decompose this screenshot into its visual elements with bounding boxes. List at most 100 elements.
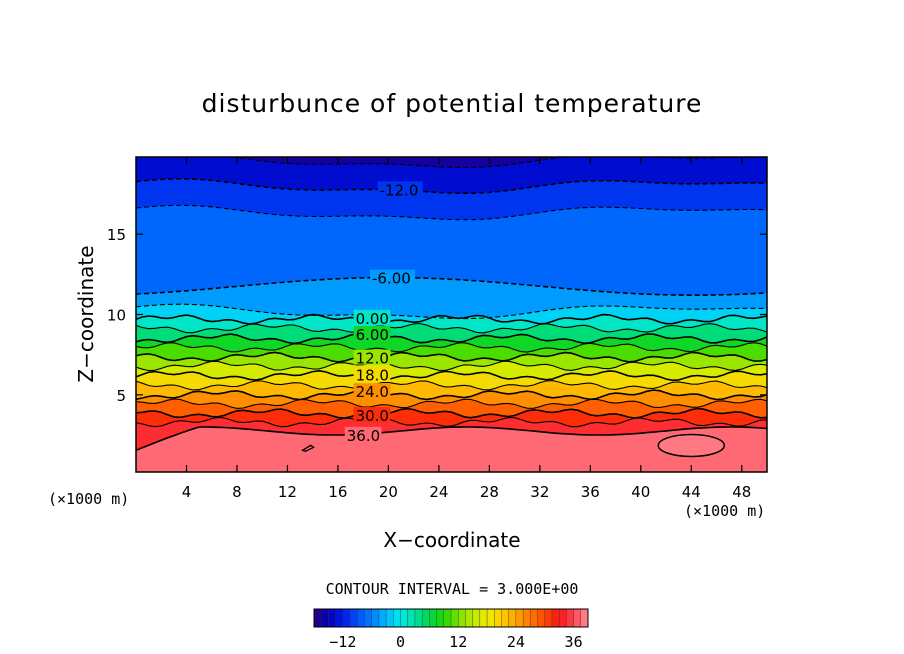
- contour-line: [136, 416, 767, 428]
- colorbar-cell: [378, 608, 387, 628]
- contour-line: [136, 398, 767, 409]
- contour-label-bg: [353, 309, 391, 325]
- x-tick-label: 8: [232, 483, 242, 501]
- colorbar-cell: [450, 608, 459, 628]
- contour-line: [136, 389, 767, 401]
- contour-interval-label: CONTOUR INTERVAL = 3.000E+00: [326, 580, 579, 598]
- colorbar-tick-label: 0: [396, 633, 405, 651]
- contour-line: [136, 369, 767, 382]
- y-axis-label: Z−coordinate: [74, 245, 98, 382]
- closed-contour: [657, 433, 726, 458]
- contour-label: 6.00: [356, 326, 389, 344]
- contour-label-bg: [344, 426, 382, 442]
- colorbar-cell: [465, 608, 474, 628]
- y-tick-label: 10: [107, 307, 126, 325]
- contour-line: [136, 303, 767, 320]
- contour-line: [136, 313, 767, 325]
- colorbar: −12 0 12 24 36: [313, 608, 589, 651]
- contour-label: -6.00: [372, 270, 411, 288]
- contour-line: [136, 426, 767, 452]
- colorbar-tick-label: 24: [507, 633, 525, 651]
- colorbar-cell: [494, 608, 502, 628]
- colorbar-cell: [551, 608, 560, 628]
- y-tick-label: 15: [107, 226, 126, 244]
- colorbar-cell: [371, 608, 380, 628]
- small-closed-contour: [301, 444, 315, 453]
- x-tick-label: 16: [328, 483, 347, 501]
- colorbar-cell: [407, 608, 416, 628]
- contour-label: 24.0: [356, 383, 389, 401]
- contour-line: [136, 380, 767, 391]
- colorbar-cell: [458, 608, 466, 628]
- colorbar-cell: [313, 608, 322, 628]
- colorbar-cell: [414, 608, 423, 628]
- x-axis-label: X−coordinate: [383, 528, 520, 552]
- x-unit-left: (×1000 m): [48, 490, 129, 508]
- colorbar-cell: [486, 608, 495, 628]
- colorbar-cell: [472, 608, 481, 628]
- colorbar-cell: [436, 608, 445, 628]
- contour-label: -12.0: [380, 181, 419, 199]
- colorbar-cell: [349, 608, 358, 628]
- contour-line: [136, 322, 767, 334]
- contour-label: 36.0: [347, 427, 380, 445]
- colorbar-cell: [479, 608, 488, 628]
- contour-line: [136, 177, 767, 194]
- colorbar-cell: [573, 608, 582, 628]
- x-unit-right: (×1000 m): [684, 502, 765, 520]
- colorbar-cell: [385, 608, 394, 628]
- x-tick-label: 20: [379, 483, 398, 501]
- colorbar-tick-label: −12: [329, 633, 356, 651]
- contour-label: 0.00: [356, 310, 389, 328]
- x-tick-label: 28: [480, 483, 499, 501]
- x-axis-ticks: 4 8 12 16 20 24 28 32 36 40 44 48: [182, 157, 751, 501]
- x-tick-label: 32: [530, 483, 549, 501]
- contour-label: 12.0: [356, 350, 389, 368]
- colorbar-cell: [335, 608, 344, 628]
- colorbar-cell: [566, 608, 575, 628]
- x-tick-label: 24: [429, 483, 448, 501]
- colorbar-cell: [429, 608, 438, 628]
- colorbar-cell: [515, 608, 524, 628]
- colorbar-cell: [508, 608, 517, 628]
- colorbar-cell: [321, 608, 329, 628]
- colorbar-cell: [443, 608, 452, 628]
- y-tick-label: 5: [116, 387, 126, 405]
- contour-label: 30.0: [356, 407, 389, 425]
- plot-area: -12.0 -6.00 0.006.00 12.018.024.0 30.0 36.0: [135, 156, 768, 473]
- contour-line: [227, 157, 767, 169]
- y-axis-ticks: 5 10 15: [107, 226, 767, 405]
- contour-labels: -12.0 -6.00 0.006.00 12.018.024.0 30.0 36.0: [344, 181, 423, 445]
- contour-label-bg: [353, 366, 391, 382]
- contour-lines: [136, 157, 767, 458]
- fill-band: [136, 427, 767, 472]
- x-tick-label: 36: [581, 483, 600, 501]
- colorbar-cell: [393, 608, 402, 628]
- x-tick-label: 40: [631, 483, 650, 501]
- colorbar-cell: [364, 608, 373, 628]
- x-tick-label: 4: [182, 483, 192, 501]
- colorbar-cell: [544, 608, 553, 628]
- colorbar-tick-label: 12: [449, 633, 467, 651]
- colorbar-cell: [580, 608, 589, 628]
- contour-label-bg: [353, 349, 391, 365]
- colorbar-cell: [522, 608, 531, 628]
- x-tick-label: 44: [682, 483, 701, 501]
- contour-line: [136, 204, 767, 221]
- x-tick-label: 48: [732, 483, 751, 501]
- chart-title: disturbunce of potential temperature: [202, 89, 703, 118]
- colorbar-cell: [421, 608, 430, 628]
- colorbar-cell: [342, 608, 351, 628]
- contour-line: [136, 276, 767, 296]
- colorbar-cell: [537, 608, 546, 628]
- contour-label-bg: [369, 269, 415, 285]
- colorbar-cell: [328, 608, 337, 628]
- contour-label-bg: [353, 326, 391, 342]
- colorbar-frame: [313, 608, 589, 628]
- x-tick-label: 12: [278, 483, 297, 501]
- color-fill-bands: [136, 157, 767, 472]
- colorbar-tick-label: 36: [565, 633, 583, 651]
- colorbar-cell: [357, 608, 365, 628]
- colorbar-cell: [558, 608, 567, 628]
